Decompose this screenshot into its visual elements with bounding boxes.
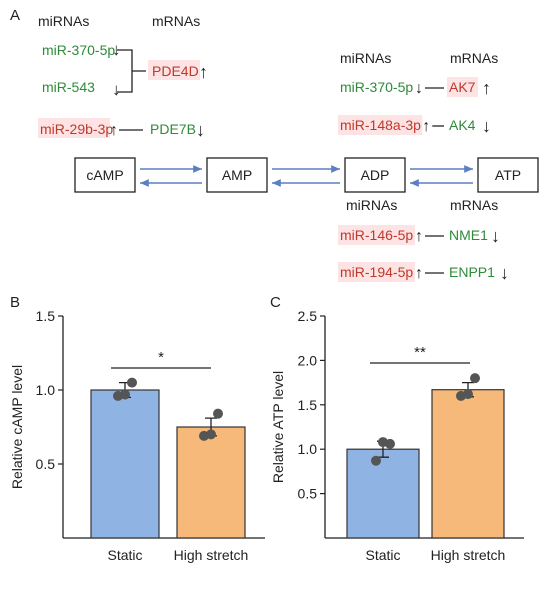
panel-b-ytick-label: 1.0 (36, 382, 56, 398)
tr-mirna-2-highlight (338, 115, 423, 135)
tl-mrna-1-highlight (148, 60, 200, 80)
br-mirna-1: miR-146-5p (340, 227, 413, 243)
pathway-box-amp (206, 157, 268, 193)
br-mrna-2: ENPP1 (449, 264, 495, 280)
tl-header-mirnas: miRNAs (38, 13, 89, 29)
tr-mrna-1-highlight (447, 77, 478, 97)
br-mirna-2: miR-194-5p (340, 264, 413, 280)
pathway-box-atp (477, 157, 539, 193)
panel-c-significance-label: ** (414, 344, 426, 361)
pathway-box-adp (344, 157, 406, 193)
panel-b-xtick-label-2: High stretch (174, 547, 249, 563)
tr-header-mrnas: mRNAs (450, 50, 498, 66)
panel-c-point (371, 455, 381, 466)
tr-mirna-2: miR-148a-3p (340, 117, 421, 133)
pathway-label-camp: cAMP (86, 167, 123, 183)
panel-c-ytick-label: 2.5 (298, 308, 318, 324)
pathway: cAMP AMP ADP ATP (74, 157, 539, 193)
tr-pairs: miR-370-5p ↓ AK7 ↑miR-148a-3p ↑ AK4 ↓ (338, 77, 491, 136)
br-mrna-2-arrow: ↓ (500, 263, 509, 283)
panel-b-ylabel: Relative cAMP level (9, 365, 25, 489)
panel-c-ytick-label: 1.0 (298, 441, 318, 457)
tl-mirna-1-arrow: ↓ (112, 40, 121, 59)
tr-mirna-2-arrow: ↑ (422, 118, 430, 135)
br-mirna-1-highlight (338, 225, 415, 245)
panel-c-ytick-label: 1.5 (298, 397, 318, 413)
br-mrna-1-arrow: ↓ (491, 226, 500, 246)
pathway-box-camp (74, 157, 136, 193)
tl-mrna-1: PDE4D (152, 63, 199, 79)
panel-a-label: A (10, 7, 20, 24)
panel-c-ytick-label: 0.5 (298, 486, 318, 502)
panel-b-point (120, 389, 130, 400)
tr-mrna-1-arrow: ↑ (482, 78, 491, 98)
tl-mrna-2-arrow: ↓ (196, 120, 205, 140)
tl-header-mrnas: mRNAs (152, 13, 200, 29)
panel-c-point (463, 389, 473, 400)
tl-mrna-1-arrow: ↑ (199, 62, 208, 82)
panel-b-ytick-label: 1.5 (36, 308, 56, 324)
panel-b-point (127, 377, 137, 388)
tr-mrna-1: AK7 (449, 79, 476, 95)
tr-mrna-2: AK4 (449, 117, 476, 133)
tr-mrna-2-arrow: ↓ (482, 116, 491, 136)
tr-header-mirnas: miRNAs (340, 50, 391, 66)
panel-b-ytick-label: 0.5 (36, 456, 56, 472)
panel-b-point (213, 408, 223, 419)
charts: B 0.5 1.0 1.5 Relative cAMP level Static High … (9, 294, 524, 563)
panel-c-label: C (270, 294, 281, 311)
panel-b-label: B (10, 294, 20, 311)
pathway-label-amp: AMP (222, 167, 252, 183)
pathway-label-adp: ADP (361, 167, 390, 183)
br-mirna-2-highlight (338, 262, 415, 282)
pathway-label-atp: ATP (495, 167, 521, 183)
panel-c-ylabel: Relative ATP level (270, 371, 286, 483)
tl-mirna-3-arrow: ↑ (110, 122, 118, 139)
panel-c-bar-2 (431, 389, 505, 539)
br-mirna-1-arrow: ↑ (415, 228, 423, 245)
tl-mirna-3-highlight (38, 118, 110, 138)
tr-mirna-1: miR-370-5p (340, 79, 413, 95)
tl-mirna-1: miR-370-5p (42, 42, 115, 58)
tl-mirna-2-arrow: ↓ (112, 80, 121, 99)
tl-mirna-3: miR-29b-3p (40, 121, 113, 137)
panel-c-ytick-label: 2.0 (298, 352, 318, 368)
tr-mirna-1-arrow: ↓ (415, 80, 423, 97)
panel-b-xtick-label-1: Static (107, 547, 142, 563)
br-header-mrnas: mRNAs (450, 197, 498, 213)
panel-b-point (206, 429, 216, 440)
panel-c-point (385, 438, 395, 449)
panel-c-bar-1 (346, 448, 420, 539)
panel-b-significance-label: * (158, 349, 164, 366)
br-mirna-2-arrow: ↑ (415, 265, 423, 282)
br-mrna-1: NME1 (449, 227, 488, 243)
tl-mirna-2: miR-543 (42, 79, 95, 95)
panel-c-point (470, 373, 480, 384)
panel-b-bar-1 (90, 389, 160, 539)
tl-bracket (117, 49, 146, 93)
panel-b-bar-2 (176, 426, 246, 539)
br-header-mirnas: miRNAs (346, 197, 397, 213)
br-pairs: miR-146-5p ↑ NME1 ↓miR-194-5p ↑ ENPP1 ↓ (338, 225, 509, 283)
panel-c-xtick-label-1: Static (365, 547, 400, 563)
tl-mrna-2: PDE7B (150, 121, 196, 137)
panel-c-xtick-label-2: High stretch (431, 547, 506, 563)
